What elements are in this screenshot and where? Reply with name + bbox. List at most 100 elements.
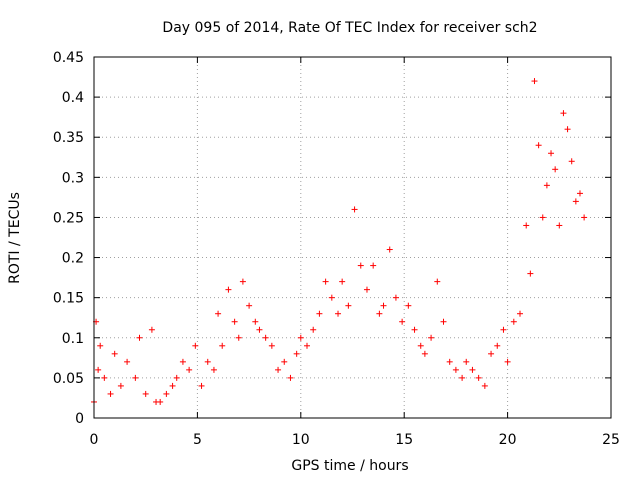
data-point	[136, 334, 143, 341]
data-point	[527, 270, 534, 277]
data-point	[440, 318, 447, 325]
data-point	[543, 182, 550, 189]
data-point	[186, 366, 193, 373]
y-tick-label: 0.4	[62, 90, 84, 106]
chart-title: Day 095 of 2014, Rate Of TEC Index for r…	[162, 20, 537, 36]
data-point	[552, 166, 559, 173]
data-point	[380, 302, 387, 309]
data-point	[535, 142, 542, 149]
tick-labels: 0 5 10 15 20 25 0 0.05 0.1 0.15 0.2 0.25 0.3 0.35 0.4 0…	[53, 50, 620, 448]
y-axis-label: ROTI / TECUs	[7, 192, 23, 284]
data-point	[434, 278, 441, 285]
data-point	[370, 262, 377, 269]
data-point	[328, 294, 335, 301]
data-point	[363, 286, 370, 293]
data-point	[475, 374, 482, 381]
data-point	[219, 342, 226, 349]
y-tick-label: 0.05	[53, 371, 84, 387]
x-tick-label: 0	[90, 432, 99, 448]
data-point	[469, 366, 476, 373]
y-tick-label: 0.45	[53, 50, 84, 66]
data-point	[210, 366, 217, 373]
axis-ticks	[93, 56, 612, 419]
data-point	[310, 326, 317, 333]
data-point	[568, 158, 575, 165]
data-point	[117, 382, 124, 389]
data-point	[239, 278, 246, 285]
y-tick-label: 0.15	[53, 291, 84, 307]
data-point	[198, 382, 205, 389]
y-tick-label: 0.1	[62, 331, 84, 347]
data-point	[281, 358, 288, 365]
data-point	[481, 382, 488, 389]
data-point	[293, 350, 300, 357]
data-point	[417, 342, 424, 349]
data-point	[142, 390, 149, 397]
data-point	[411, 326, 418, 333]
y-tick-label: 0.35	[53, 130, 84, 146]
data-point	[163, 390, 170, 397]
data-point	[376, 310, 383, 317]
data-point	[335, 310, 342, 317]
data-point	[275, 366, 282, 373]
data-point	[510, 318, 517, 325]
data-point	[560, 110, 567, 117]
data-point	[386, 246, 393, 253]
data-point	[345, 302, 352, 309]
data-point	[252, 318, 259, 325]
data-point	[539, 214, 546, 221]
data-point	[157, 398, 164, 405]
data-point	[111, 350, 118, 357]
data-point	[287, 374, 294, 381]
data-point	[268, 342, 275, 349]
data-point	[107, 390, 114, 397]
x-tick-label: 10	[292, 432, 310, 448]
data-point	[500, 326, 507, 333]
data-point	[405, 302, 412, 309]
data-point	[548, 150, 555, 157]
data-point	[262, 334, 269, 341]
data-point	[297, 334, 304, 341]
x-tick-label: 5	[193, 432, 202, 448]
data-point	[95, 366, 102, 373]
data-point	[392, 294, 399, 301]
data-point	[351, 206, 358, 213]
data-point	[463, 358, 470, 365]
data-points	[91, 78, 588, 405]
data-point	[523, 222, 530, 229]
data-point	[556, 222, 563, 229]
data-point	[132, 374, 139, 381]
data-point	[339, 278, 346, 285]
x-axis-label: GPS time / hours	[291, 458, 408, 474]
data-point	[169, 382, 176, 389]
data-point	[231, 318, 238, 325]
data-point	[576, 190, 583, 197]
data-point	[304, 342, 311, 349]
data-point	[204, 358, 211, 365]
data-point	[148, 326, 155, 333]
data-point	[173, 374, 180, 381]
data-point	[531, 78, 538, 85]
data-point	[101, 374, 108, 381]
data-point	[494, 342, 501, 349]
data-point	[179, 358, 186, 365]
data-point	[322, 278, 329, 285]
x-tick-label: 15	[395, 432, 413, 448]
y-tick-label: 0.2	[62, 251, 84, 267]
data-point	[399, 318, 406, 325]
data-point	[246, 302, 253, 309]
data-point	[97, 342, 104, 349]
plot-frame	[93, 56, 612, 419]
data-point	[572, 198, 579, 205]
data-point	[564, 126, 571, 133]
data-point	[225, 286, 232, 293]
data-point	[215, 310, 222, 317]
x-tick-label: 25	[602, 432, 620, 448]
x-tick-label: 20	[499, 432, 517, 448]
grid-lines	[94, 57, 611, 418]
data-point	[421, 350, 428, 357]
data-point	[316, 310, 323, 317]
data-point	[235, 334, 242, 341]
data-point	[446, 358, 453, 365]
